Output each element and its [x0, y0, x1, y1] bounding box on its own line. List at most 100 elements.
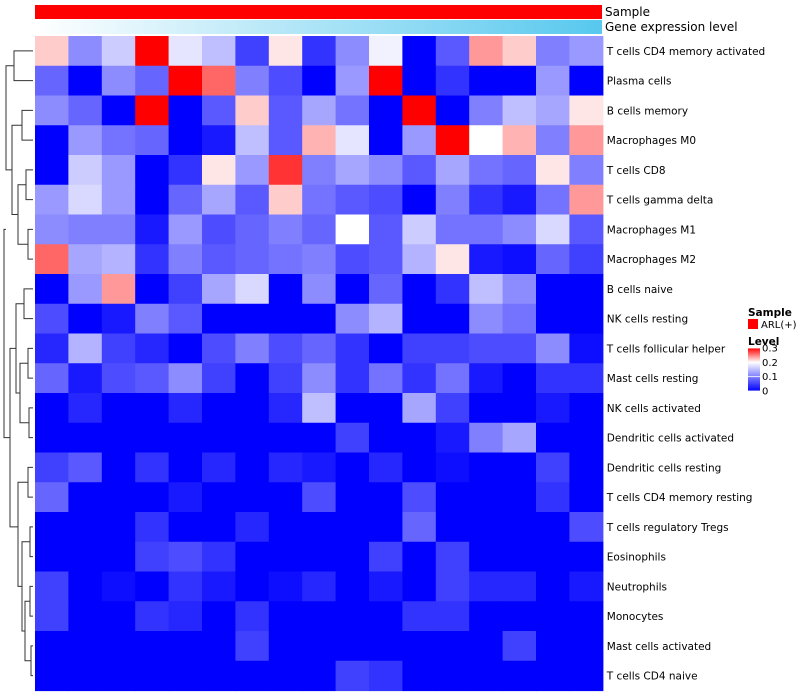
heatmap-cell [335, 452, 370, 483]
dendrogram-branch [28, 407, 33, 439]
heatmap-cell [235, 184, 270, 216]
heatmap-cell [435, 601, 470, 632]
heatmap-cell [402, 631, 437, 662]
heatmap-cell [369, 422, 403, 454]
heatmap-cell [302, 303, 337, 335]
heatmap-cell [402, 482, 437, 513]
heatmap-cell [469, 125, 504, 156]
legend-tick-label: 0.3 [762, 344, 778, 355]
heatmap-cell [335, 244, 370, 275]
heatmap-cell [235, 36, 270, 67]
heatmap-cell [268, 660, 303, 692]
heatmap-cell [369, 393, 403, 424]
row-label: T cells regulatory Tregs [606, 522, 729, 534]
heatmap-cell [302, 571, 337, 602]
heatmap-cell [101, 393, 136, 424]
dendrogram-branch [13, 50, 33, 82]
heatmap-cell [135, 274, 170, 305]
heatmap-cell [435, 571, 470, 602]
heatmap-cells [35, 36, 604, 692]
dendrogram-branch [5, 65, 14, 171]
heatmap-cell [335, 95, 370, 126]
sample-annotation-bar [35, 5, 602, 19]
heatmap-cell [569, 125, 604, 156]
heatmap-cell [68, 95, 103, 126]
dendrogram-branch [21, 109, 33, 141]
heatmap-cell [68, 303, 103, 335]
heatmap-cell [235, 452, 270, 483]
heatmap-cell [235, 541, 270, 573]
heatmap-cell [435, 125, 470, 156]
heatmap-cell [101, 571, 136, 602]
heatmap-cell [569, 660, 604, 692]
heatmap-cell [536, 422, 570, 454]
heatmap-cell [469, 155, 504, 186]
heatmap-cell [35, 125, 69, 156]
heatmap-cell [101, 422, 136, 454]
heatmap-cell [235, 244, 270, 275]
heatmap-cell [235, 571, 270, 602]
heatmap-cell [569, 36, 604, 67]
heatmap-cell [168, 36, 203, 67]
heatmap-cell [135, 541, 170, 573]
heatmap-cell [302, 393, 337, 424]
heatmap-cell [435, 422, 470, 454]
heatmap-cell [369, 571, 403, 602]
heatmap-cell [268, 631, 303, 662]
heatmap-cell [35, 631, 69, 662]
heatmap-cell [536, 482, 570, 513]
heatmap-cell [536, 601, 570, 632]
heatmap-cell [35, 363, 69, 394]
heatmap-cell [435, 214, 470, 245]
heatmap-cell [302, 660, 337, 692]
row-label: Macrophages M0 [607, 135, 696, 147]
heatmap-cell [469, 512, 504, 543]
heatmap-cell [302, 601, 337, 632]
heatmap-cell [235, 274, 270, 305]
heatmap-cell [369, 452, 403, 483]
heatmap-cell [536, 660, 570, 692]
heatmap-cell [168, 601, 203, 632]
heatmap-cell [435, 303, 470, 335]
heatmap-cell [268, 303, 303, 335]
heatmap-cell [202, 422, 236, 454]
heatmap-cell [135, 95, 170, 126]
heatmap-cell [502, 571, 537, 602]
heatmap-cell [68, 184, 103, 216]
heatmap-cell [35, 303, 69, 335]
heatmap-cell [502, 65, 537, 97]
heatmap-cell [35, 274, 69, 305]
heatmap-cell [302, 214, 337, 245]
dendrogram-branch [29, 585, 33, 617]
row-dendrogram [3, 50, 33, 677]
heatmap-cell [302, 631, 337, 662]
heatmap-cell [268, 452, 303, 483]
heatmap-cell [135, 184, 170, 216]
heatmap-cell [135, 244, 170, 275]
heatmap-cell [502, 184, 537, 216]
heatmap-cell [101, 631, 136, 662]
heatmap-cell [268, 512, 303, 543]
heatmap-cell [435, 512, 470, 543]
heatmap-cell [302, 422, 337, 454]
heatmap-cell [435, 333, 470, 364]
heatmap-cell [435, 244, 470, 275]
heatmap-cell [335, 631, 370, 662]
heatmap-cell [302, 512, 337, 543]
heatmap-cell [68, 393, 103, 424]
heatmap-cell [502, 393, 537, 424]
heatmap-cell [135, 601, 170, 632]
heatmap-cell [536, 184, 570, 216]
heatmap-cell [302, 452, 337, 483]
heatmap-cell [569, 65, 604, 97]
heatmap-cell [569, 631, 604, 662]
heatmap-cell [101, 452, 136, 483]
heatmap-cell [469, 65, 504, 97]
legend-sample-entry: ARL(+) [761, 320, 797, 331]
heatmap-cell [68, 274, 103, 305]
heatmap-cell [235, 601, 270, 632]
row-label: NK cells activated [607, 403, 701, 415]
heatmap-cell [168, 482, 203, 513]
dendrogram-branch [17, 481, 28, 587]
legend-tick-label: 0.2 [762, 358, 778, 369]
